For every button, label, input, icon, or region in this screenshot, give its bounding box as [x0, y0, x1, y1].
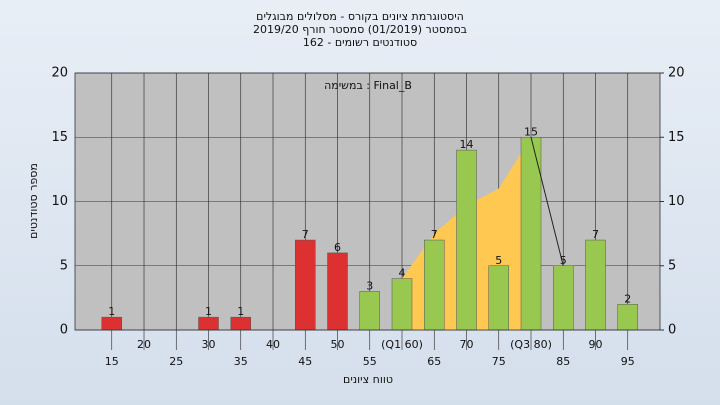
y-axis-label: מספר סטודנטים: [27, 163, 40, 239]
value-label: 15: [524, 125, 538, 138]
bar: [424, 239, 445, 331]
bar: [585, 239, 606, 331]
y2-tick-label: 0: [668, 323, 676, 338]
x-tick-label: 15: [105, 355, 119, 368]
bar: [295, 239, 316, 331]
bar: [198, 316, 219, 331]
x-tick-label: 95: [621, 355, 635, 368]
chart-subtitle: סטודנטים רשומים - 162: [303, 36, 417, 49]
y2-tick-label: 20: [668, 66, 685, 81]
bar: [391, 278, 413, 331]
y-tick-label: 10: [51, 194, 68, 209]
x-tick-label: 85: [556, 355, 570, 368]
x-tick-label: 75: [492, 355, 506, 368]
x-tick-label: 40: [266, 338, 280, 351]
chart-subtitle: בסמסטר (01/2019) סמסטר חורף 2019/20: [253, 23, 467, 36]
x-tick-label: 90: [589, 338, 603, 351]
bar: [101, 316, 123, 331]
x-tick-label: 20: [137, 338, 151, 351]
value-label: 4: [399, 267, 406, 280]
chart-title: היסטוגרמת ציונים בקורס - מסלולים מבוגלים: [256, 10, 464, 23]
x-tick-label: 70: [460, 338, 474, 351]
x-tick-label: 55: [363, 355, 377, 368]
x-tick-label: 65: [427, 355, 441, 368]
y-tick-label: 15: [51, 130, 68, 145]
y-tick-label: 20: [51, 66, 68, 81]
value-label: 2: [624, 292, 631, 305]
y2-tick-label: 15: [668, 130, 685, 145]
plot-border: [74, 72, 661, 331]
x-tick-label: 30: [202, 338, 216, 351]
y2-tick-label: 10: [668, 194, 685, 209]
y2-tick-label: 5: [668, 258, 676, 273]
value-label: 3: [366, 279, 373, 292]
value-label: 6: [334, 241, 341, 254]
bar: [327, 252, 348, 331]
value-label: 1: [205, 305, 212, 318]
value-label: 5: [495, 254, 502, 267]
bar: [617, 304, 639, 331]
x-tick-label: (Q1 60): [381, 338, 423, 351]
value-label: 5: [560, 254, 567, 267]
bar: [456, 149, 477, 331]
value-label: 1: [237, 305, 244, 318]
value-label: 1: [108, 305, 115, 318]
value-label: 7: [592, 228, 599, 241]
y-tick-label: 0: [60, 323, 68, 338]
value-label: 7: [302, 228, 309, 241]
y-tick-label: 5: [60, 258, 68, 273]
bar: [488, 265, 510, 331]
x-axis-label: טווח ציונים: [343, 373, 393, 386]
value-label: 7: [431, 228, 438, 241]
x-tick-label: 35: [234, 355, 248, 368]
bar: [230, 316, 252, 331]
x-tick-label: 50: [331, 338, 345, 351]
x-tick-label: 25: [169, 355, 183, 368]
x-tick-label: 45: [298, 355, 312, 368]
x-tick-label: (Q3 80): [510, 338, 552, 351]
line: [530, 137, 564, 266]
annotation: במשימה : Final_B: [324, 79, 412, 92]
value-label: 14: [460, 138, 474, 151]
bar: [359, 291, 381, 331]
bar: [553, 265, 574, 331]
